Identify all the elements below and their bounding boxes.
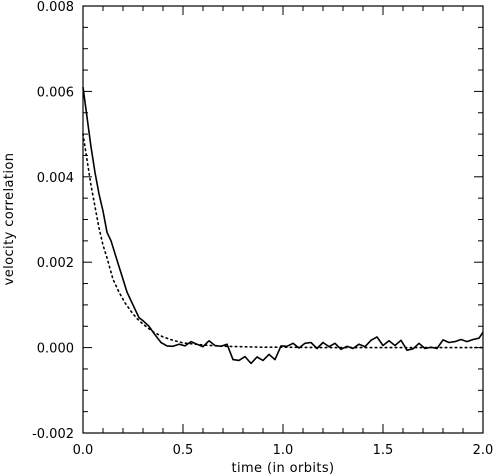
x-axis-label: time (in orbits) (231, 461, 334, 476)
x-tick-label: 1.5 (373, 443, 394, 458)
y-tick-label: 0.000 (37, 342, 74, 357)
y-tick-label: 0.006 (37, 85, 74, 100)
y-tick-label: -0.002 (32, 427, 74, 442)
x-tick-label: 0.5 (173, 443, 194, 458)
solid-data-line (82, 86, 484, 365)
y-axis-label: velocity correlation (2, 153, 17, 286)
axis-ticks (82, 5, 484, 434)
plot-frame (82, 5, 484, 434)
y-tick-label: 0.002 (37, 256, 74, 271)
axis-tick-labels: 0.0 0.5 1.0 1.5 2.0 -0.002 0.000 0.002 0.004 0.00… (32, 0, 493, 458)
y-tick-label: 0.004 (37, 171, 74, 186)
x-tick-label: 0.0 (73, 443, 94, 458)
dotted-fit-line (82, 133, 484, 349)
x-tick-label: 1.0 (273, 443, 294, 458)
data-series (82, 86, 484, 365)
y-tick-label: 0.008 (37, 0, 74, 15)
x-tick-label: 2.0 (473, 443, 494, 458)
